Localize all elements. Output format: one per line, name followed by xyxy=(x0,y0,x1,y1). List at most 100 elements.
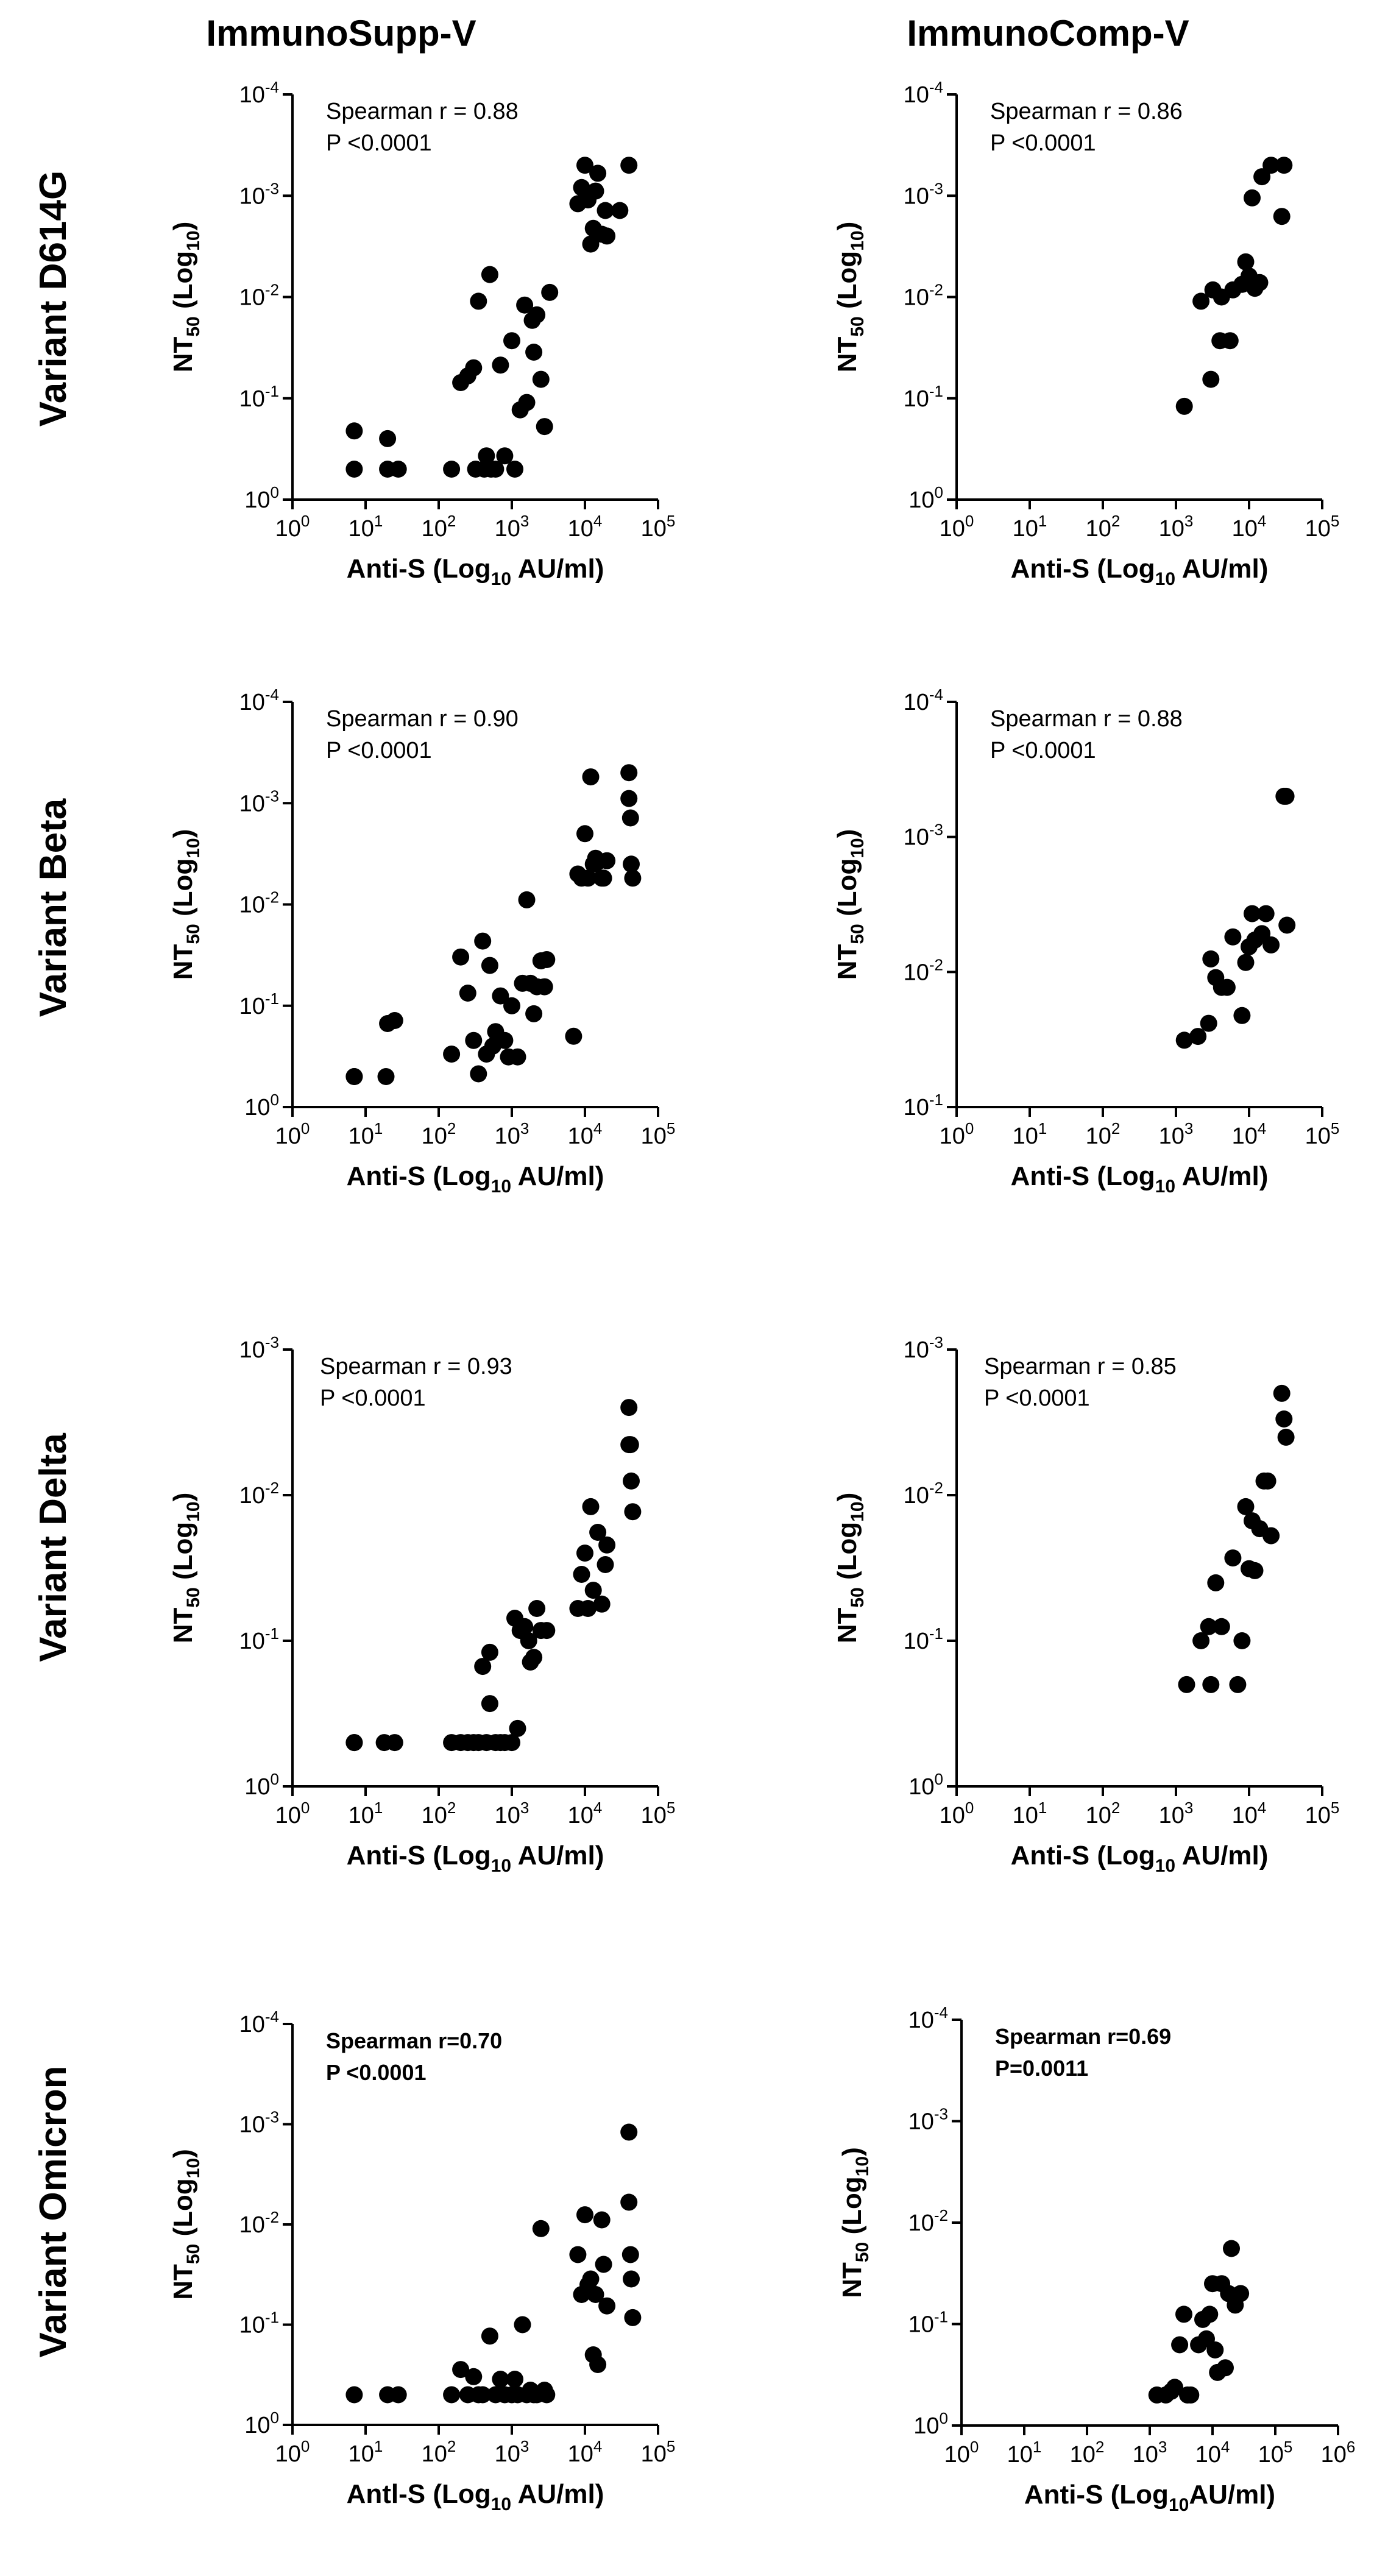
data-point xyxy=(474,1658,492,1675)
x-tick-label: 100 xyxy=(275,1119,310,1149)
y-tick-label: 10-2 xyxy=(239,2208,279,2238)
data-point xyxy=(593,2211,611,2229)
x-tick-label: 100 xyxy=(275,2437,310,2467)
data-point xyxy=(536,978,553,996)
data-point xyxy=(598,852,616,869)
data-point xyxy=(587,182,604,200)
x-tick-label: 105 xyxy=(641,1799,676,1828)
data-point xyxy=(1200,1618,1217,1635)
x-tick-label: 104 xyxy=(1195,2438,1230,2468)
spearman-annotation: Spearman r=0.69 xyxy=(995,2024,1171,2049)
data-point xyxy=(1202,370,1220,388)
x-axis-label: Anti-S (Log10 AU/ml) xyxy=(1011,1841,1269,1876)
y-tick-label: 10-3 xyxy=(904,1333,943,1363)
column-title-immunocomp: ImmunoComp-V xyxy=(907,13,1189,54)
y-tick-label: 100 xyxy=(244,483,279,513)
data-point xyxy=(620,1399,638,1417)
data-point xyxy=(503,997,520,1014)
x-axis-label: Anti-S (Log10 AU/ml) xyxy=(1011,1161,1269,1197)
data-point xyxy=(1166,2379,1183,2396)
data-point xyxy=(1251,274,1269,291)
data-point xyxy=(509,1048,526,1066)
y-tick-label: 10-3 xyxy=(904,179,943,209)
y-tick-label: 10-2 xyxy=(908,2206,948,2236)
data-point xyxy=(1244,905,1261,922)
data-point xyxy=(509,1719,526,1737)
data-point xyxy=(576,1545,593,1562)
data-point xyxy=(492,2371,509,2388)
y-tick-label: 100 xyxy=(908,483,943,513)
data-point xyxy=(582,768,600,786)
x-tick-label: 101 xyxy=(349,1119,383,1149)
data-point xyxy=(525,1005,543,1022)
x-tick-label: 102 xyxy=(1070,2438,1105,2468)
data-point xyxy=(1206,2341,1224,2358)
data-point xyxy=(496,447,514,465)
data-point xyxy=(532,2220,550,2237)
row-title-omicron: Variant Omicron xyxy=(32,2066,74,2358)
data-point xyxy=(1232,2285,1250,2302)
spearman-annotation: Spearman r = 0.88 xyxy=(326,99,519,124)
data-point xyxy=(620,790,638,807)
spearman-annotation: Spearman r = 0.88 xyxy=(990,706,1183,732)
data-point xyxy=(1257,905,1275,922)
data-point xyxy=(624,1503,642,1521)
data-point xyxy=(345,1068,363,1085)
x-tick-label: 105 xyxy=(641,1119,676,1149)
y-tick-label: 10-1 xyxy=(904,1624,943,1654)
x-tick-label: 102 xyxy=(422,1799,456,1828)
data-point xyxy=(496,1031,514,1049)
data-point xyxy=(584,1582,602,1599)
y-tick-label: 10-1 xyxy=(239,2309,279,2338)
p-value-annotation: P <0.0001 xyxy=(990,738,1096,763)
data-point xyxy=(1275,157,1293,174)
x-tick-label: 104 xyxy=(1232,1799,1267,1828)
panel-omicron-supp: 100 101 102 103 104 105 100 10-1 10-2 10-3 10-4 Ant… xyxy=(168,2008,675,2514)
x-tick-label: 100 xyxy=(275,512,310,542)
data-point xyxy=(459,985,476,1002)
x-tick-label: 101 xyxy=(1013,1799,1047,1828)
x-tick-label: 102 xyxy=(422,512,456,542)
data-point xyxy=(474,2386,492,2404)
data-point xyxy=(452,948,470,966)
x-tick-label: 106 xyxy=(1321,2438,1356,2468)
data-point xyxy=(538,951,556,968)
panel-beta-comp: 100 101 102 103 104 105 10-1 10-2 10-3 10-4 Anti-S… xyxy=(832,685,1339,1197)
data-point xyxy=(1244,189,1261,207)
y-tick-label: 10-4 xyxy=(239,78,279,108)
data-point xyxy=(1171,2336,1189,2354)
x-tick-label: 105 xyxy=(1258,2438,1293,2468)
data-point xyxy=(1218,978,1236,996)
x-tick-label: 104 xyxy=(568,512,603,542)
y-tick-label: 10-4 xyxy=(904,78,943,108)
x-tick-label: 103 xyxy=(1133,2438,1167,2468)
x-axis-label: Anti-S (Log10 AU/ml) xyxy=(347,1841,604,1876)
y-axis-label: NT50 (Log10) xyxy=(168,829,204,980)
data-point xyxy=(624,2309,642,2326)
x-tick-label: 100 xyxy=(940,1799,974,1828)
data-point xyxy=(345,2386,363,2404)
x-tick-label: 103 xyxy=(495,512,529,542)
data-point xyxy=(621,1436,639,1454)
data-point xyxy=(598,2297,616,2315)
data-point xyxy=(1213,1618,1230,1635)
data-point xyxy=(1202,950,1220,968)
x-tick-label: 103 xyxy=(1159,1119,1194,1149)
p-value-annotation: P=0.0011 xyxy=(995,2056,1088,2081)
y-tick-label: 10-3 xyxy=(239,2108,279,2138)
data-point xyxy=(1253,925,1271,943)
x-tick-label: 105 xyxy=(1305,1799,1340,1828)
panel-delta-comp: 100 101 102 103 104 105 100 10-1 10-2 10-3 Anti-S … xyxy=(832,1333,1339,1876)
x-axis-label: Anti-S (Log10AU/ml) xyxy=(1024,2480,1275,2515)
data-point xyxy=(345,422,363,440)
y-tick-label: 10-1 xyxy=(239,382,279,412)
data-point xyxy=(538,2386,556,2404)
data-point xyxy=(525,344,543,361)
data-point xyxy=(598,1536,616,1554)
data-point xyxy=(492,356,509,374)
x-tick-label: 103 xyxy=(495,1799,529,1828)
x-tick-label: 100 xyxy=(940,1119,974,1149)
data-point xyxy=(1175,2305,1192,2323)
y-tick-label: 10-3 xyxy=(239,179,279,209)
y-tick-label: 10-4 xyxy=(239,685,279,715)
